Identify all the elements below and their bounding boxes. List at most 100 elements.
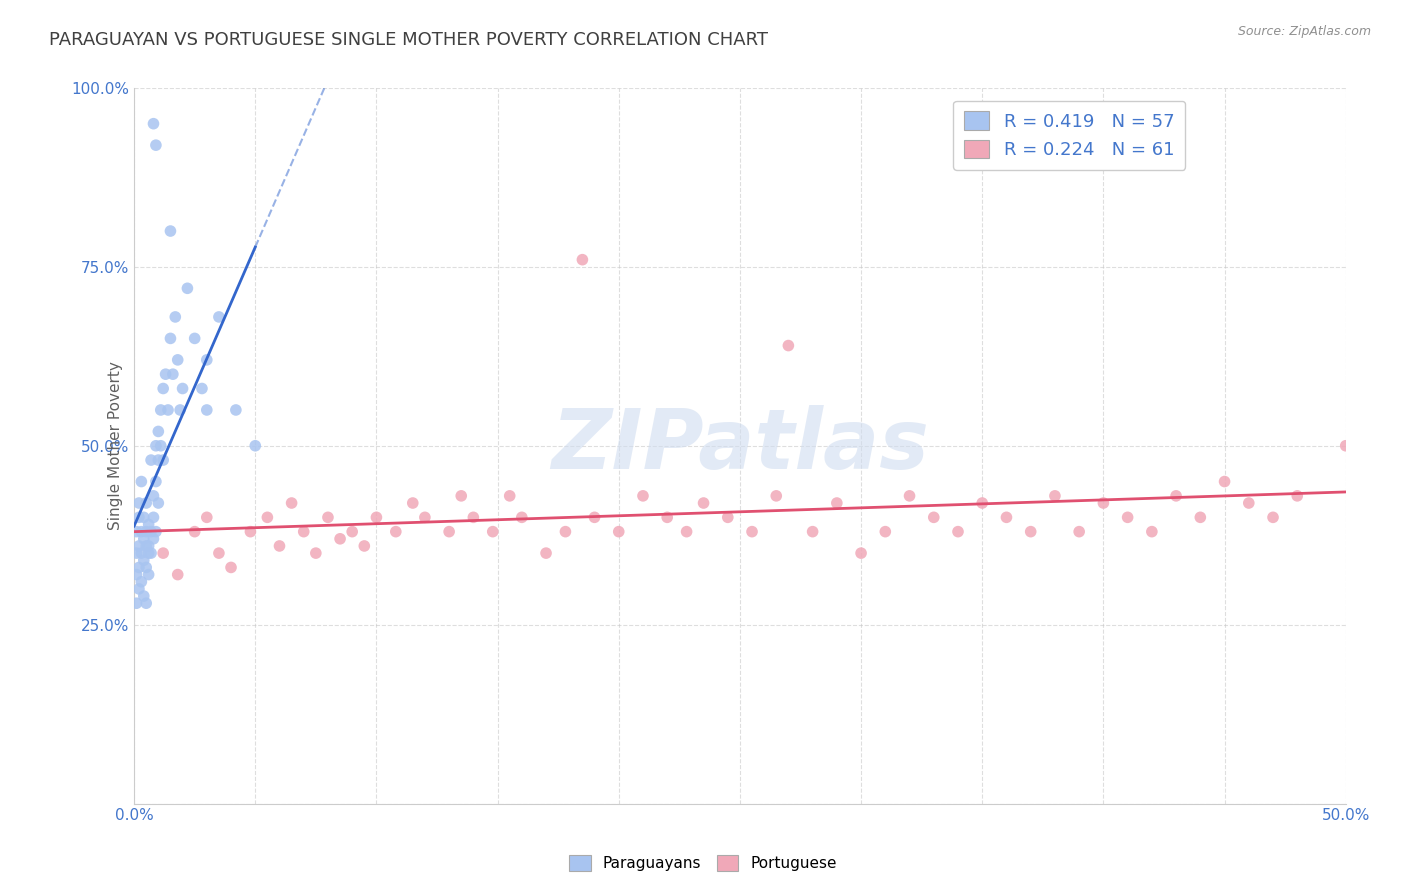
Point [128, 539, 150, 553]
Point [152, 453, 174, 467]
Point [135, 496, 157, 510]
Point [898, 489, 921, 503]
Point [256, 510, 278, 524]
Point [1140, 524, 1163, 539]
Point [316, 510, 339, 524]
Point [149, 403, 172, 417]
Point [183, 331, 205, 345]
Point [152, 546, 174, 560]
Point [692, 496, 714, 510]
Point [176, 281, 198, 295]
Point [534, 546, 557, 560]
Point [138, 567, 160, 582]
Point [131, 475, 153, 489]
Point [125, 567, 148, 582]
Text: ZIPatlas: ZIPatlas [551, 405, 929, 486]
Point [183, 524, 205, 539]
Point [972, 496, 994, 510]
Point [1286, 489, 1309, 503]
Point [149, 439, 172, 453]
Point [437, 524, 460, 539]
Point [1116, 510, 1139, 524]
Point [239, 524, 262, 539]
Point [366, 510, 388, 524]
Point [131, 574, 153, 589]
Point [195, 352, 218, 367]
Point [340, 524, 363, 539]
Point [1164, 489, 1187, 503]
Point [145, 475, 167, 489]
Point [402, 496, 425, 510]
Point [135, 524, 157, 539]
Point [1069, 524, 1091, 539]
Point [157, 403, 180, 417]
Point [142, 510, 165, 524]
Point [135, 596, 157, 610]
Point [481, 524, 503, 539]
Text: Source: ZipAtlas.com: Source: ZipAtlas.com [1237, 25, 1371, 38]
Point [195, 510, 218, 524]
Legend: Paraguayans, Portuguese: Paraguayans, Portuguese [564, 849, 842, 877]
Point [138, 546, 160, 560]
Point [125, 524, 148, 539]
Point [132, 510, 155, 524]
Point [131, 546, 153, 560]
Point [208, 546, 231, 560]
Point [849, 546, 872, 560]
Point [125, 596, 148, 610]
Point [148, 453, 170, 467]
Point [825, 496, 848, 510]
Point [269, 539, 291, 553]
Point [145, 524, 167, 539]
Point [132, 553, 155, 567]
Point [583, 510, 606, 524]
Point [499, 489, 522, 503]
Point [778, 338, 800, 352]
Point [165, 310, 187, 324]
Point [741, 524, 763, 539]
Point [132, 532, 155, 546]
Point [128, 510, 150, 524]
Point [463, 510, 485, 524]
Point [292, 524, 315, 539]
Point [571, 252, 593, 267]
Point [1237, 496, 1260, 510]
Point [148, 496, 170, 510]
Point [159, 224, 181, 238]
Point [145, 138, 167, 153]
Point [208, 310, 231, 324]
Point [554, 524, 576, 539]
Point [128, 560, 150, 574]
Point [139, 546, 162, 560]
Point [148, 425, 170, 439]
Point [1261, 510, 1284, 524]
Point [675, 524, 697, 539]
Point [801, 524, 824, 539]
Point [657, 510, 679, 524]
Point [159, 331, 181, 345]
Point [1213, 475, 1236, 489]
Point [1043, 489, 1066, 503]
Point [1019, 524, 1042, 539]
Point [1189, 510, 1212, 524]
Point [1334, 439, 1357, 453]
Point [1092, 496, 1115, 510]
Point [152, 382, 174, 396]
Point [166, 352, 188, 367]
Point [195, 403, 218, 417]
Point [162, 367, 184, 381]
Point [191, 382, 214, 396]
Point [142, 489, 165, 503]
Point [139, 524, 162, 539]
Point [875, 524, 897, 539]
Point [219, 560, 242, 574]
Point [353, 539, 375, 553]
Point [125, 546, 148, 560]
Point [169, 403, 191, 417]
Text: PARAGUAYAN VS PORTUGUESE SINGLE MOTHER POVERTY CORRELATION CHART: PARAGUAYAN VS PORTUGUESE SINGLE MOTHER P… [49, 31, 768, 49]
Point [765, 489, 787, 503]
Point [280, 496, 302, 510]
Point [450, 489, 472, 503]
Point [245, 439, 267, 453]
Point [135, 560, 157, 574]
